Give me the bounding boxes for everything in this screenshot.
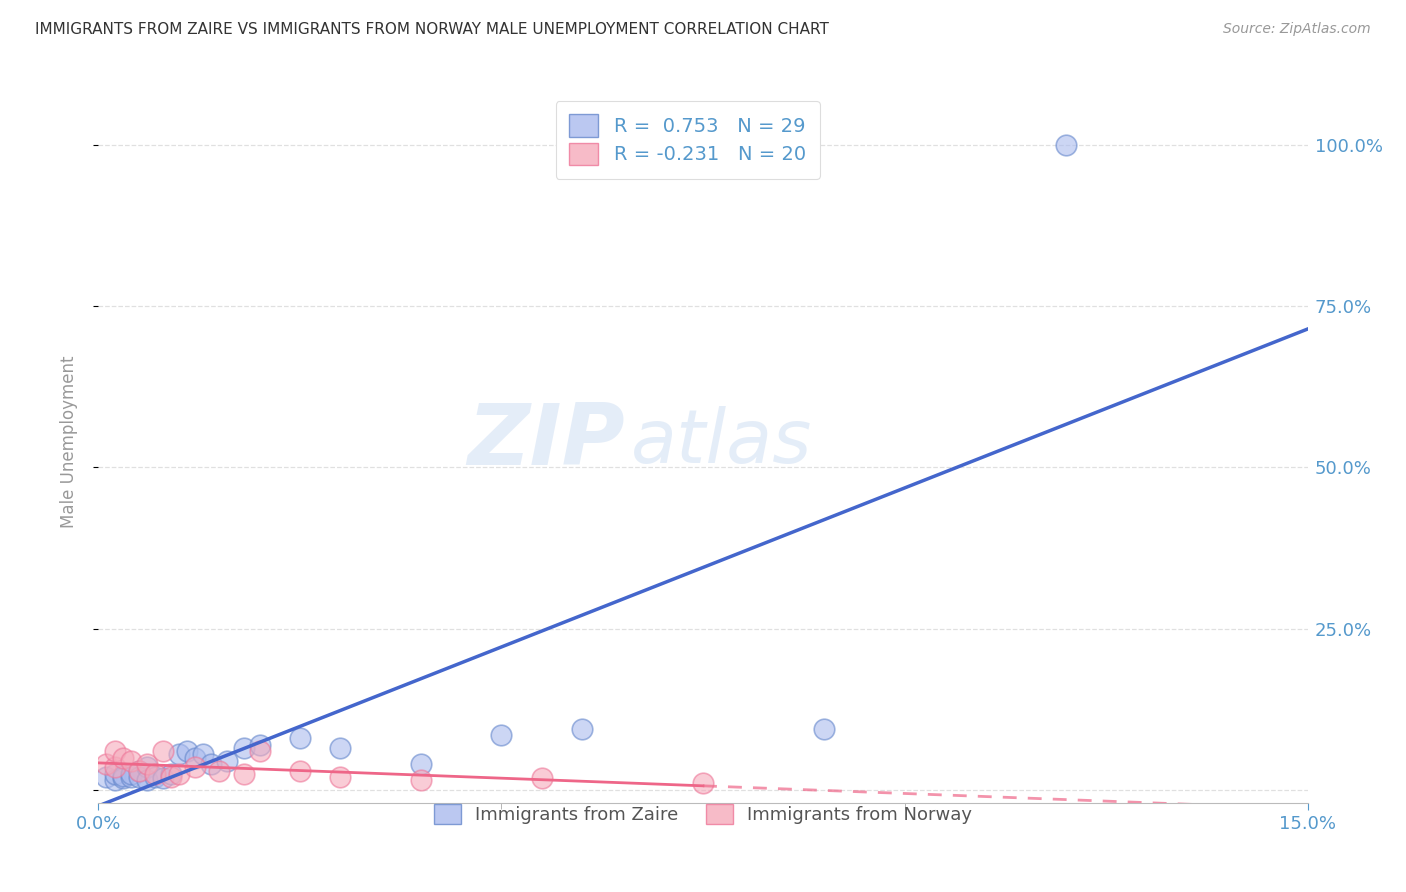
- Point: [135, 757, 157, 772]
- Point: [232, 766, 254, 780]
- Point: [135, 773, 157, 788]
- Text: Source: ZipAtlas.com: Source: ZipAtlas.com: [1223, 22, 1371, 37]
- Point: [167, 747, 190, 762]
- Point: [184, 750, 207, 764]
- Point: [120, 754, 142, 768]
- Point: [160, 770, 183, 784]
- Point: [96, 770, 118, 784]
- Point: [111, 750, 134, 764]
- Point: [96, 757, 118, 772]
- Point: [329, 741, 352, 756]
- Point: [135, 760, 157, 774]
- Point: [200, 757, 222, 772]
- Legend: Immigrants from Zaire, Immigrants from Norway: Immigrants from Zaire, Immigrants from N…: [425, 795, 981, 833]
- Point: [176, 744, 198, 758]
- Point: [128, 770, 150, 784]
- Point: [193, 747, 215, 762]
- Y-axis label: Male Unemployment: Male Unemployment: [59, 355, 77, 528]
- Point: [232, 741, 254, 756]
- Point: [103, 744, 125, 758]
- Point: [692, 776, 714, 790]
- Point: [128, 764, 150, 778]
- Point: [184, 760, 207, 774]
- Point: [103, 760, 125, 774]
- Point: [1054, 137, 1077, 152]
- Point: [120, 770, 142, 784]
- Point: [491, 728, 513, 742]
- Point: [217, 754, 239, 768]
- Point: [143, 770, 166, 784]
- Point: [249, 744, 271, 758]
- Point: [329, 770, 352, 784]
- Point: [288, 731, 311, 746]
- Point: [120, 766, 142, 780]
- Point: [128, 764, 150, 778]
- Text: atlas: atlas: [630, 406, 811, 477]
- Point: [813, 722, 835, 736]
- Point: [249, 738, 271, 752]
- Point: [111, 769, 134, 783]
- Point: [571, 722, 593, 736]
- Text: IMMIGRANTS FROM ZAIRE VS IMMIGRANTS FROM NORWAY MALE UNEMPLOYMENT CORRELATION CH: IMMIGRANTS FROM ZAIRE VS IMMIGRANTS FROM…: [35, 22, 830, 37]
- Point: [167, 766, 190, 780]
- Point: [152, 744, 174, 758]
- Point: [288, 764, 311, 778]
- Point: [152, 772, 174, 786]
- Point: [530, 772, 553, 786]
- Point: [103, 773, 125, 788]
- Point: [103, 766, 125, 780]
- Point: [111, 772, 134, 786]
- Point: [208, 764, 231, 778]
- Point: [409, 773, 432, 788]
- Point: [160, 766, 183, 780]
- Point: [409, 757, 432, 772]
- Text: ZIP: ZIP: [467, 400, 624, 483]
- Point: [143, 766, 166, 780]
